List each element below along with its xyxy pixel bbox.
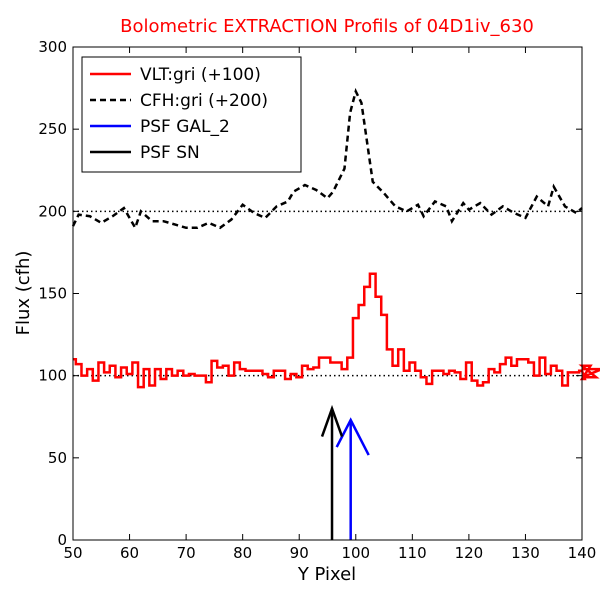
psf-gal-arrow [335,417,370,540]
y-tick-label: 250 [38,120,67,138]
y-tick-label: 50 [48,449,67,467]
x-axis-label: Y Pixel [297,564,356,585]
legend-label: CFH:gri (+200) [140,91,268,111]
legend: VLT:gri (+100) CFH:gri (+200) PSF GAL_2 PSF… [81,56,302,173]
x-tick-label: 60 [120,544,139,562]
x-tick-label: 80 [233,544,252,562]
psf-sn-arrow [320,404,344,540]
legend-label: PSF GAL_2 [140,117,230,137]
series-line-cfh [71,87,583,231]
arrow-head [320,404,344,437]
arrow-head [335,417,370,456]
x-tick-label: 120 [455,544,484,562]
y-axis-label: Flux (cfh) [13,251,34,336]
x-tick-label: 140 [568,544,597,562]
x-tick-label: 50 [63,544,82,562]
y-tick-label: 100 [38,367,67,385]
y-tick-label: 0 [57,531,67,549]
series-line-vlt [73,272,600,389]
y-tick-label: 150 [38,285,67,303]
y-tick-label: 200 [38,202,67,220]
legend-label: PSF SN [140,143,200,163]
chart-title: Bolometric EXTRACTION Profils of 04D1iv_… [120,16,534,37]
x-tick-label: 70 [177,544,196,562]
x-tick-label: 90 [290,544,309,562]
x-tick-label: 130 [511,544,540,562]
x-tick-label: 110 [398,544,427,562]
y-tick-label: 300 [38,38,67,56]
legend-label: VLT:gri (+100) [140,65,261,85]
x-tick-label: 100 [341,544,370,562]
